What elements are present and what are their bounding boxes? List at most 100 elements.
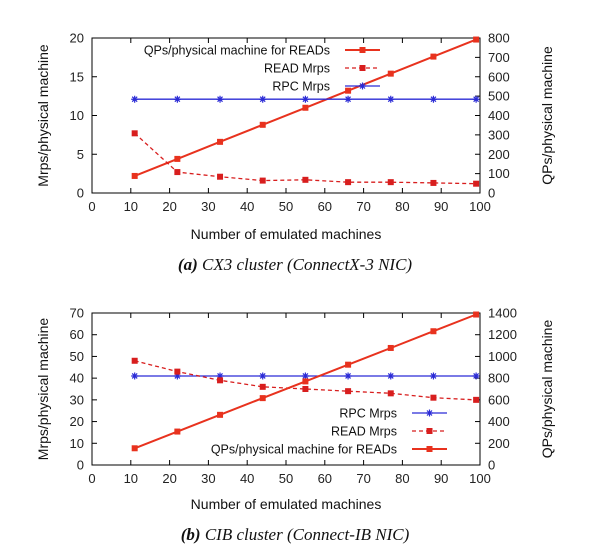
- data-point: [131, 357, 138, 364]
- y-tick-label: 10: [70, 108, 84, 123]
- y2-tick-label: 500: [488, 89, 510, 104]
- x-tick-label: 30: [201, 199, 215, 214]
- data-point: [217, 411, 224, 418]
- series-rpc-mrps: [131, 95, 480, 103]
- data-point: [302, 386, 309, 392]
- x-tick-label: 30: [201, 471, 215, 486]
- y-tick-label: 30: [70, 392, 84, 407]
- data-point: [131, 445, 138, 452]
- data-point: [301, 372, 309, 380]
- data-point: [344, 372, 352, 380]
- x-axis-label: Number of emulated machines: [191, 226, 382, 242]
- y2-axis-label: QPs/physical machine: [539, 46, 555, 185]
- x-tick-label: 0: [88, 199, 95, 214]
- data-point: [217, 173, 224, 180]
- series-read-mrps: [131, 130, 480, 187]
- x-tick-label: 60: [318, 199, 332, 214]
- series-qps-physical-machine-for-reads: [131, 36, 480, 179]
- data-point: [473, 396, 480, 403]
- data-point: [387, 344, 394, 351]
- x-tick-label: 70: [356, 471, 370, 486]
- data-point: [302, 176, 309, 183]
- data-point: [426, 409, 433, 417]
- data-point: [131, 95, 139, 103]
- data-point: [359, 47, 366, 53]
- x-tick-label: 100: [469, 199, 491, 214]
- x-tick-label: 20: [162, 471, 176, 486]
- data-point: [430, 328, 437, 335]
- data-point: [217, 377, 224, 384]
- x-tick-label: 80: [395, 199, 409, 214]
- y2-tick-label: 1200: [488, 327, 517, 342]
- y2-tick-label: 600: [488, 392, 510, 407]
- legend: RPC Mrps READ Mrps QPs/physical machine fo…: [211, 407, 447, 457]
- y2-tick-label: 800: [488, 31, 510, 46]
- caption-text: CIB cluster (Connect-IB NIC): [205, 525, 410, 544]
- figure-caption: (b) CIB cluster (Connect-IB NIC): [181, 525, 410, 544]
- series-qps-physical-machine-for-reads: [131, 311, 480, 452]
- caption-tag: (b): [181, 525, 205, 544]
- x-tick-label: 70: [356, 199, 370, 214]
- legend: QPs/physical machine for READs READ Mrps R…: [144, 44, 380, 94]
- x-tick-label: 100: [469, 471, 491, 486]
- data-point: [174, 368, 181, 375]
- legend-label: READ Mrps: [331, 425, 397, 439]
- x-tick-label: 90: [434, 199, 448, 214]
- y2-tick-label: 0: [488, 186, 495, 201]
- data-point: [387, 70, 394, 77]
- data-point: [174, 155, 181, 162]
- data-point: [174, 428, 181, 435]
- data-point: [344, 95, 352, 103]
- y-tick-label: 15: [70, 69, 84, 84]
- y2-tick-label: 400: [488, 414, 510, 429]
- data-point: [216, 372, 224, 380]
- data-point: [259, 395, 266, 402]
- x-tick-label: 0: [88, 471, 95, 486]
- y-tick-label: 0: [77, 186, 84, 201]
- data-point: [345, 361, 352, 368]
- x-axis-label: Number of emulated machines: [191, 496, 382, 512]
- y2-tick-label: 300: [488, 127, 510, 142]
- x-tick-label: 50: [279, 199, 293, 214]
- data-point: [259, 121, 266, 128]
- y-tick-label: 10: [70, 436, 84, 451]
- data-point: [472, 95, 480, 103]
- x-tick-label: 40: [240, 199, 254, 214]
- series-rpc-mrps: [131, 372, 480, 380]
- data-point: [217, 138, 224, 145]
- data-point: [426, 428, 433, 434]
- y-tick-label: 20: [70, 31, 84, 46]
- data-point: [259, 177, 266, 184]
- y2-tick-label: 200: [488, 436, 510, 451]
- data-point: [430, 179, 437, 186]
- y2-axis-label: QPs/physical machine: [539, 320, 555, 459]
- data-point: [429, 372, 437, 380]
- data-point: [430, 394, 437, 401]
- x-tick-label: 90: [434, 471, 448, 486]
- y-tick-label: 5: [77, 147, 84, 162]
- figure-caption: (a) CX3 cluster (ConnectX-3 NIC): [178, 255, 413, 274]
- data-point: [473, 311, 480, 318]
- y2-tick-label: 600: [488, 69, 510, 84]
- legend-label: RPC Mrps: [272, 80, 330, 94]
- data-point: [426, 446, 433, 452]
- data-point: [387, 179, 394, 186]
- series-line: [134, 132, 477, 185]
- y-tick-label: 40: [70, 371, 84, 386]
- data-point: [131, 130, 138, 137]
- data-point: [430, 53, 437, 60]
- data-point: [216, 95, 224, 103]
- y-tick-label: 0: [77, 458, 84, 473]
- data-point: [259, 95, 267, 103]
- data-point: [173, 372, 181, 380]
- caption-text: CX3 cluster (ConnectX-3 NIC): [202, 255, 412, 274]
- series-line: [134, 360, 477, 401]
- data-point: [359, 65, 366, 71]
- data-point: [131, 372, 139, 380]
- data-point: [174, 169, 181, 176]
- y-tick-label: 50: [70, 349, 84, 364]
- y2-tick-label: 200: [488, 147, 510, 162]
- data-point: [301, 95, 309, 103]
- y2-tick-label: 700: [488, 50, 510, 65]
- data-point: [345, 87, 352, 94]
